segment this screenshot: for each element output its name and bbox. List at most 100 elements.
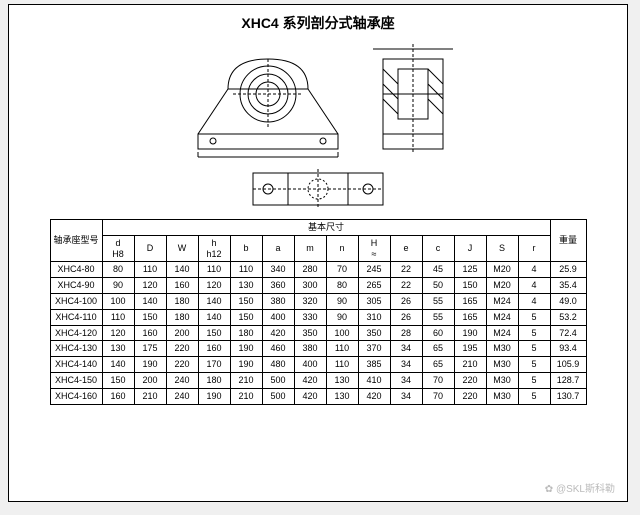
col-header: a bbox=[262, 235, 294, 262]
cell-value: 360 bbox=[262, 278, 294, 294]
cell-value: 180 bbox=[166, 309, 198, 325]
cell-value: 420 bbox=[294, 388, 326, 404]
table-body: XHC4-8080110140110110340280702452245125M… bbox=[50, 262, 586, 404]
cell-value: 70 bbox=[422, 388, 454, 404]
cell-value: 265 bbox=[358, 278, 390, 294]
table-row: XHC4-14014019022017019048040011038534652… bbox=[50, 357, 586, 373]
cell-value: 140 bbox=[134, 293, 166, 309]
cell-value: 55 bbox=[422, 293, 454, 309]
cell-value: 240 bbox=[166, 372, 198, 388]
cell-value: 420 bbox=[262, 325, 294, 341]
table-row: XHC4-15015020024018021050042013041034702… bbox=[50, 372, 586, 388]
cell-value: M24 bbox=[486, 309, 518, 325]
cell-value: 130 bbox=[326, 372, 358, 388]
cell-value: 420 bbox=[358, 388, 390, 404]
cell-value: 5 bbox=[518, 372, 550, 388]
cell-value: 28 bbox=[390, 325, 422, 341]
cell-value: 150 bbox=[230, 309, 262, 325]
cell-value: 5 bbox=[518, 357, 550, 373]
cell-value: M20 bbox=[486, 278, 518, 294]
cell-value: 380 bbox=[262, 293, 294, 309]
cell-value: 60 bbox=[422, 325, 454, 341]
cell-model: XHC4-120 bbox=[50, 325, 102, 341]
watermark-text: ✿ @SKL斯科勒 bbox=[545, 480, 615, 495]
cell-value: 300 bbox=[294, 278, 326, 294]
cell-value: 210 bbox=[454, 357, 486, 373]
bottom-view-drawing bbox=[243, 165, 393, 213]
cell-value: 210 bbox=[230, 388, 262, 404]
cell-value: 160 bbox=[166, 278, 198, 294]
cell-value: 150 bbox=[102, 372, 134, 388]
table-row: XHC4-16016021024019021050042013042034702… bbox=[50, 388, 586, 404]
cell-value: 180 bbox=[198, 372, 230, 388]
table-row: XHC4-13013017522016019046038011037034651… bbox=[50, 341, 586, 357]
cell-value: 5 bbox=[518, 341, 550, 357]
cell-value: 410 bbox=[358, 372, 390, 388]
cell-value: 65 bbox=[422, 357, 454, 373]
cell-value: 150 bbox=[230, 293, 262, 309]
cell-value: 70 bbox=[422, 372, 454, 388]
cell-value: 370 bbox=[358, 341, 390, 357]
cell-value: M30 bbox=[486, 357, 518, 373]
cell-value: 150 bbox=[198, 325, 230, 341]
cell-value: 4 bbox=[518, 293, 550, 309]
cell-value: 90 bbox=[102, 278, 134, 294]
col-header: J bbox=[454, 235, 486, 262]
col-header: r bbox=[518, 235, 550, 262]
cell-value: 500 bbox=[262, 388, 294, 404]
cell-weight: 49.0 bbox=[550, 293, 586, 309]
cell-value: 5 bbox=[518, 309, 550, 325]
cell-weight: 93.4 bbox=[550, 341, 586, 357]
cell-value: 160 bbox=[198, 341, 230, 357]
cell-value: 34 bbox=[390, 372, 422, 388]
cell-weight: 53.2 bbox=[550, 309, 586, 325]
page-frame: XHC4 系列剖分式轴承座 bbox=[8, 4, 628, 502]
cell-value: 210 bbox=[230, 372, 262, 388]
cell-model: XHC4-80 bbox=[50, 262, 102, 278]
cell-value: 350 bbox=[294, 325, 326, 341]
cell-model: XHC4-100 bbox=[50, 293, 102, 309]
cell-value: M30 bbox=[486, 388, 518, 404]
cell-value: 80 bbox=[102, 262, 134, 278]
cell-value: 240 bbox=[166, 388, 198, 404]
cell-value: 140 bbox=[198, 309, 230, 325]
cell-value: 100 bbox=[326, 325, 358, 341]
cell-value: 245 bbox=[358, 262, 390, 278]
cell-value: 165 bbox=[454, 309, 486, 325]
cell-value: 110 bbox=[134, 262, 166, 278]
col-header: b bbox=[230, 235, 262, 262]
table-row: XHC4-8080110140110110340280702452245125M… bbox=[50, 262, 586, 278]
cell-value: 5 bbox=[518, 388, 550, 404]
cell-value: 200 bbox=[166, 325, 198, 341]
cell-model: XHC4-110 bbox=[50, 309, 102, 325]
cell-value: 70 bbox=[326, 262, 358, 278]
cell-value: 220 bbox=[166, 357, 198, 373]
col-header: S bbox=[486, 235, 518, 262]
cell-value: 180 bbox=[166, 293, 198, 309]
cell-value: 310 bbox=[358, 309, 390, 325]
page-title: XHC4 系列剖分式轴承座 bbox=[9, 5, 627, 37]
cell-value: 34 bbox=[390, 388, 422, 404]
cell-weight: 35.4 bbox=[550, 278, 586, 294]
cell-weight: 130.7 bbox=[550, 388, 586, 404]
cell-value: M24 bbox=[486, 325, 518, 341]
cell-value: 385 bbox=[358, 357, 390, 373]
cell-value: 420 bbox=[294, 372, 326, 388]
col-header: n bbox=[326, 235, 358, 262]
cell-value: 120 bbox=[198, 278, 230, 294]
cell-value: 280 bbox=[294, 262, 326, 278]
table-head: 轴承座型号 基本尺寸 重量 dH8DWhh12bamnH≈ecJSr bbox=[50, 220, 586, 262]
bottom-view-drawing-wrap bbox=[9, 165, 627, 213]
cell-value: 165 bbox=[454, 293, 486, 309]
cell-value: 26 bbox=[390, 309, 422, 325]
cell-value: 190 bbox=[230, 341, 262, 357]
table-row: XHC4-11011015018014015040033090310265516… bbox=[50, 309, 586, 325]
cell-value: 130 bbox=[102, 341, 134, 357]
cell-value: 460 bbox=[262, 341, 294, 357]
cell-value: 125 bbox=[454, 262, 486, 278]
cell-value: 120 bbox=[134, 278, 166, 294]
cell-value: 150 bbox=[134, 309, 166, 325]
cell-value: 175 bbox=[134, 341, 166, 357]
cell-value: 400 bbox=[294, 357, 326, 373]
cell-value: 150 bbox=[454, 278, 486, 294]
